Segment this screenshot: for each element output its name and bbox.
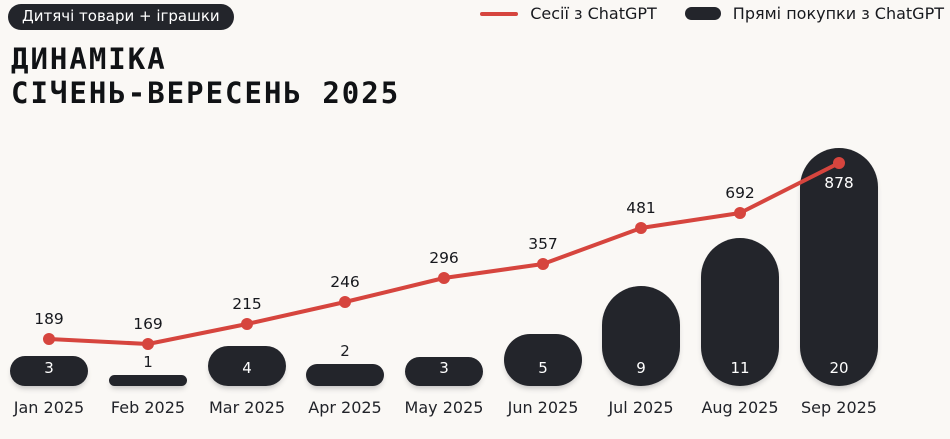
x-axis-label: Jul 2025 — [608, 398, 674, 417]
bar-value-label: 5 — [538, 359, 548, 377]
category-badge: Дитячі товари + іграшки — [8, 4, 234, 30]
x-axis-label: Jun 2025 — [507, 398, 579, 417]
bar-value-label: 11 — [730, 359, 750, 377]
bar-value-label: 20 — [829, 359, 849, 377]
line-point — [635, 222, 647, 234]
legend-label-purchases: Прямі покупки з ChatGPT — [732, 4, 944, 23]
bar-sep-2025 — [800, 148, 878, 386]
bar-value-label: 3 — [439, 359, 449, 377]
x-axis-label: Sep 2025 — [801, 398, 877, 417]
line-series-swatch-icon — [480, 11, 519, 16]
line-value-label: 215 — [232, 295, 262, 313]
legend-item-purchases: Прямі покупки з ChatGPT — [684, 4, 944, 23]
bar-value-label: 1 — [143, 353, 153, 371]
bar-value-label: 9 — [636, 359, 646, 377]
bar-feb-2025 — [109, 375, 187, 386]
line-point — [734, 207, 746, 219]
line-point — [438, 272, 450, 284]
bar-value-label: 2 — [340, 342, 350, 360]
page-title: ДИНАМІКА СІЧЕНЬ-ВЕРЕСЕНЬ 2025 — [11, 42, 400, 110]
legend-item-sessions: Сесії з ChatGPT — [480, 4, 657, 23]
line-point — [339, 296, 351, 308]
x-axis-label: Jan 2025 — [13, 398, 85, 417]
line-value-label: 481 — [626, 199, 656, 217]
bar-value-label: 3 — [44, 359, 54, 377]
x-axis-label: May 2025 — [404, 398, 484, 417]
line-value-label: 189 — [34, 310, 64, 328]
line-point — [241, 318, 253, 330]
title-line-1: ДИНАМІКА — [11, 42, 167, 76]
bar-value-label: 4 — [242, 359, 252, 377]
x-axis-label: Apr 2025 — [308, 398, 382, 417]
line-value-label: 296 — [429, 249, 459, 267]
x-axis-label: Mar 2025 — [209, 398, 285, 417]
bar-apr-2025 — [306, 364, 384, 386]
line-point — [43, 333, 55, 345]
x-axis-label: Aug 2025 — [701, 398, 779, 417]
bar-may-2025 — [405, 357, 483, 386]
line-point — [142, 338, 154, 350]
bar-series-swatch-icon — [684, 7, 721, 20]
line-value-label: 357 — [528, 235, 558, 253]
title-line-2: СІЧЕНЬ-ВЕРЕСЕНЬ 2025 — [11, 76, 401, 110]
chart-legend: Сесії з ChatGPT Прямі покупки з ChatGPT — [480, 4, 944, 23]
category-badge-label: Дитячі товари + іграшки — [22, 7, 220, 25]
line-value-label: 692 — [725, 184, 755, 202]
legend-label-sessions: Сесії з ChatGPT — [530, 4, 657, 23]
bar-mar-2025 — [208, 346, 286, 386]
x-axis-label: Feb 2025 — [110, 398, 186, 417]
bar-jan-2025 — [10, 356, 88, 386]
line-point — [537, 258, 549, 270]
line-value-label: 246 — [330, 273, 360, 291]
line-value-label: 169 — [133, 315, 163, 333]
